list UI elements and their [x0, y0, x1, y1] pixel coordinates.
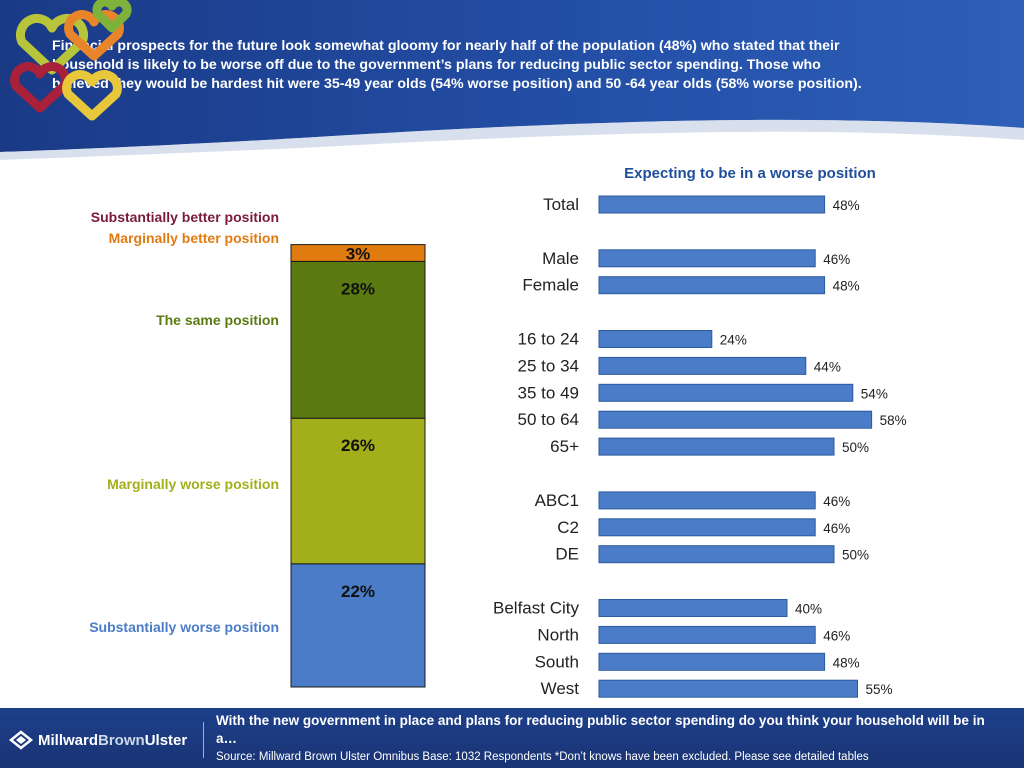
header-banner: Financial prospects for the future look …: [0, 0, 1024, 160]
stack-value-label-2: 28%: [341, 279, 375, 298]
bar-category-label-12: North: [537, 625, 579, 644]
header-background: [0, 0, 1024, 160]
stack-legend-label-3: Marginally better position: [109, 230, 279, 246]
bar-category-label-9: C2: [557, 518, 579, 537]
bar-3: [598, 330, 713, 348]
bar-value-label-5: 54%: [861, 386, 888, 401]
bar-5: [598, 383, 854, 402]
bar-2: [598, 276, 826, 295]
bar-8: [598, 491, 816, 510]
worse-position-bar-chart: Total 48% Male 46% Female 48% 16 to 24 24% 25 to…: [493, 195, 907, 698]
bar-value-label-10: 50%: [842, 548, 869, 563]
bar-value-label-14: 55%: [866, 682, 893, 697]
bar-category-label-1: Male: [542, 249, 579, 268]
bar-1: [598, 249, 816, 268]
bar-value-label-4: 44%: [814, 359, 841, 374]
stack-legend-label-0: Substantially worse position: [89, 619, 279, 635]
bar-category-label-3: 16 to 24: [518, 330, 579, 349]
bar-category-label-4: 25 to 34: [518, 356, 579, 375]
brand-logo: Millward Brown Ulster: [8, 730, 187, 750]
bar-value-label-3: 24%: [720, 333, 747, 348]
footer: Millward Brown Ulster With the new governm…: [0, 708, 1024, 768]
stacked-chart: 22% 26% 28% 3% Substantially worse position M…: [89, 209, 426, 688]
chart-title: Expecting to be in a worse position: [624, 165, 876, 182]
bar-0: [598, 195, 826, 214]
bar-13: [598, 652, 826, 671]
source-note: Source: Millward Brown Ulster Omnibus Ba…: [216, 751, 869, 763]
stack-value-label-3: 3%: [346, 245, 371, 264]
bar-category-label-6: 50 to 64: [518, 410, 579, 429]
bar-value-label-6: 58%: [880, 413, 907, 428]
bar-category-label-0: Total: [543, 195, 579, 214]
brand-text-ulster: Ulster: [144, 731, 188, 749]
bar-14: [598, 679, 858, 698]
bar-value-label-7: 50%: [842, 440, 869, 455]
bar-10: [598, 545, 835, 564]
stack-segment-2: [290, 260, 426, 419]
stack-legend-label-1: Marginally worse position: [107, 476, 279, 492]
bar-6: [598, 410, 873, 429]
bar-category-label-5: 35 to 49: [518, 383, 579, 402]
bar-value-label-11: 40%: [795, 602, 822, 617]
bar-9: [598, 518, 816, 537]
survey-question: With the new government in place and pla…: [216, 713, 985, 746]
brand-logo-icon: [8, 730, 34, 750]
stack-value-label-1: 26%: [341, 436, 375, 455]
stack-value-label-0: 22%: [341, 582, 375, 601]
bar-category-label-10: DE: [555, 545, 579, 564]
stack-segment-0: [290, 563, 426, 688]
bar-value-label-2: 48%: [833, 279, 860, 294]
bar-category-label-14: West: [541, 679, 580, 698]
bar-category-label-7: 65+: [550, 437, 579, 456]
bar-category-label-13: South: [535, 652, 579, 671]
bar-value-label-8: 46%: [823, 494, 850, 509]
brand-text-millward: Millward: [38, 731, 99, 749]
bar-value-label-13: 48%: [833, 655, 860, 670]
bar-category-label-8: ABC1: [535, 491, 579, 510]
bar-11: [598, 599, 788, 617]
bar-category-label-2: Female: [522, 276, 579, 295]
bar-4: [598, 356, 807, 375]
bar-7: [598, 437, 835, 456]
bar-value-label-0: 48%: [833, 198, 860, 213]
bar-value-label-12: 46%: [823, 628, 850, 643]
bar-value-label-9: 46%: [823, 521, 850, 536]
bar-value-label-1: 46%: [823, 252, 850, 267]
bar-12: [598, 625, 816, 644]
stack-legend-label-4: Substantially better position: [91, 209, 279, 225]
stack-segment-3: [290, 244, 426, 262]
stack-legend-label-2: The same position: [156, 312, 279, 328]
hearts-logo-icon: [10, 0, 132, 121]
headline: Financial prospects for the future look …: [52, 38, 862, 92]
bar-category-label-11: Belfast City: [493, 599, 579, 618]
brand-text-brown: Brown: [98, 731, 145, 749]
footer-divider: [203, 722, 204, 758]
